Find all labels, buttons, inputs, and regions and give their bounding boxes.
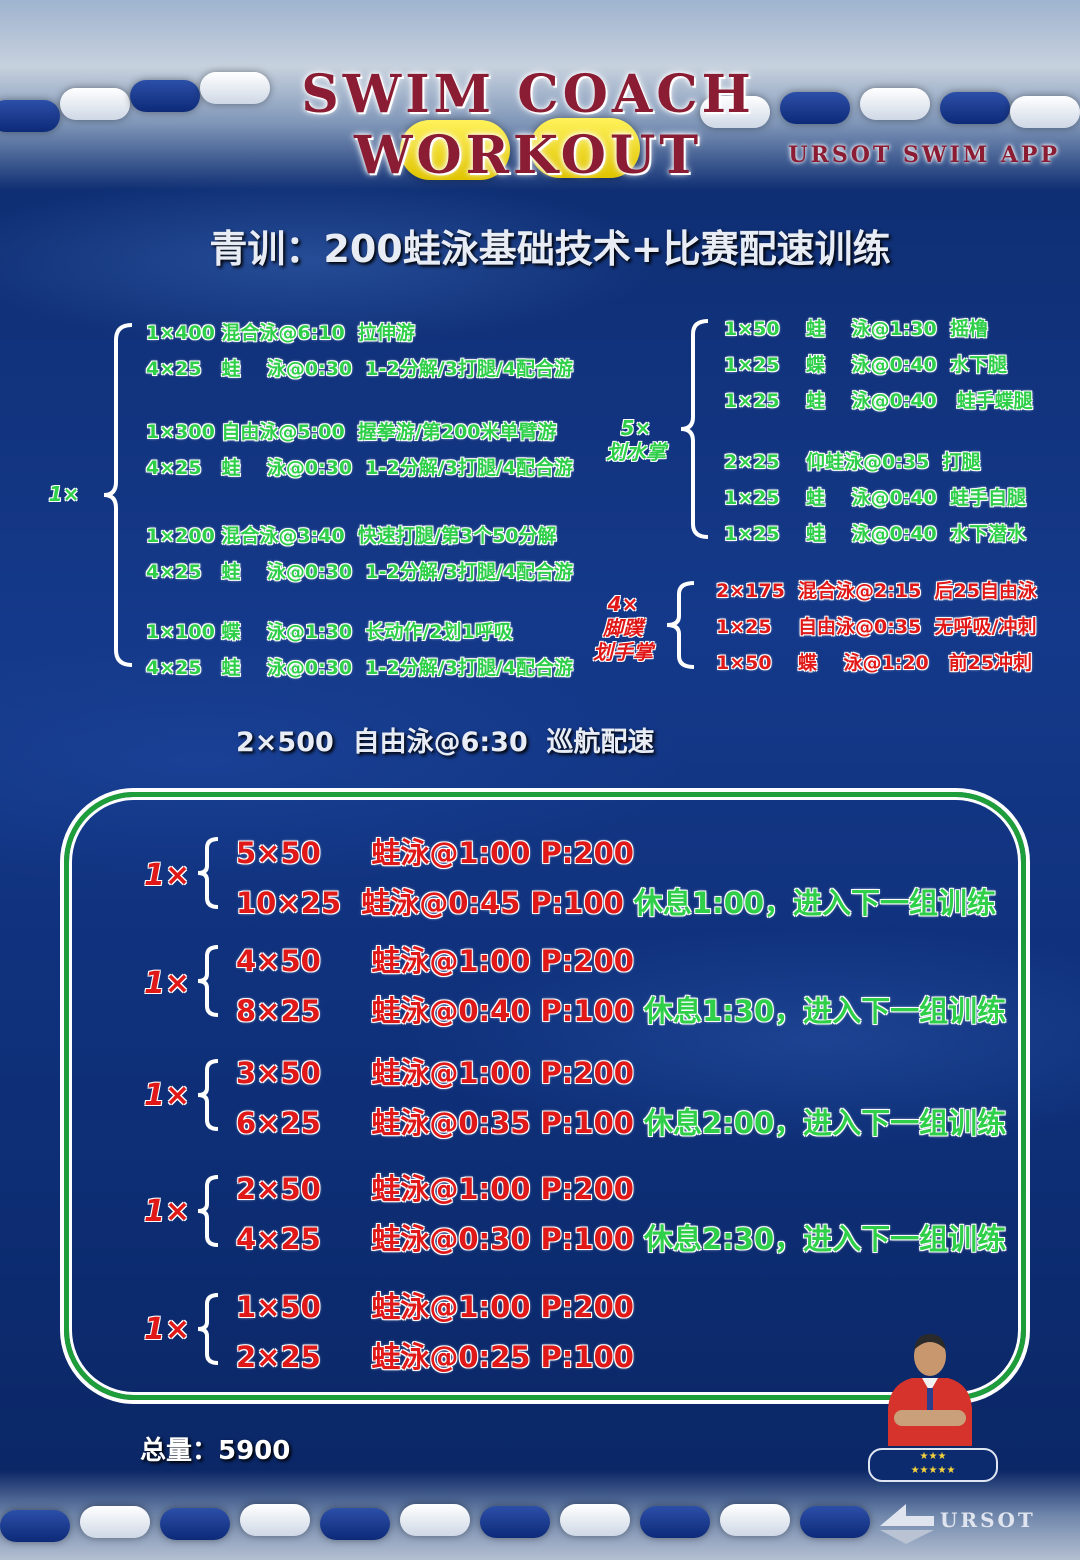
lane-rope-bottom	[0, 1470, 1080, 1560]
main-set-line: 1×50 蛙泳@1:00 P:200	[236, 1290, 634, 1324]
rest-note: 休息2:30，进入下一组训练	[644, 1222, 1007, 1256]
warmup-line: 4×25 蛙 泳@0:30 1-2分解/3打腿/4配合游	[146, 561, 574, 583]
group-multiplier: 1×	[144, 858, 191, 893]
drill-line: 1×25 蛙 泳@0:40 水下潜水	[724, 523, 1026, 545]
rating-badge: ★★★ ★★★★★	[868, 1448, 998, 1482]
main-set-line: 4×25 蛙泳@0:30 P:100 休息2:30，进入下一组训练	[236, 1216, 1006, 1258]
main-set-line: 5×50 蛙泳@1:00 P:200	[236, 836, 634, 870]
group-brace-icon	[197, 1175, 219, 1247]
group-multiplier: 1×	[144, 1078, 191, 1113]
warmup-line: 1×300 自由泳@5:00 握拳游/第200米单臂游	[146, 421, 557, 443]
main-set-line: 3×50 蛙泳@1:00 P:200	[236, 1056, 634, 1090]
main-set-repeat: 6×25 蛙泳@0:35 P:100	[236, 1106, 645, 1140]
rest-note: 休息1:00，进入下一组训练	[633, 886, 997, 920]
group-brace-icon	[197, 945, 219, 1017]
drill-line: 1×25 蛙 泳@0:40 蛙手蝶腿	[724, 390, 1033, 412]
drill-line: 1×25 蛙 泳@0:40 蛙手自腿	[724, 487, 1026, 509]
app-subtitle: URSOT SWIM APP	[788, 142, 1060, 168]
fins-line: 2×175 混合泳@2:15 后25自由泳	[716, 580, 1037, 602]
main-set-repeat: 10×25 蛙泳@0:45 P:100	[236, 886, 634, 920]
left-brace-icon	[103, 323, 133, 667]
total-distance: 总量：5900	[140, 1436, 291, 1466]
group-multiplier: 1×	[144, 966, 191, 1001]
rating-stars-bottom: ★★★★★	[910, 1465, 956, 1476]
app-title: SWIM COACH WORKOUT	[301, 64, 755, 186]
drill-equipment: 划水掌	[606, 440, 666, 464]
warmup-line: 4×25 蛙 泳@0:30 1-2分解/3打腿/4配合游	[146, 657, 574, 679]
warmup-line: 4×25 蛙 泳@0:30 1-2分解/3打腿/4配合游	[146, 358, 574, 380]
fins-equipment-1: 脚蹼	[603, 616, 643, 640]
fins-multiplier-value: 4×	[607, 592, 639, 616]
fins-multiplier: 4× 脚蹼 划手掌	[586, 592, 660, 664]
main-set-line: 10×25 蛙泳@0:45 P:100 休息1:00，进入下一组训练	[236, 880, 996, 922]
group-brace-icon	[197, 1293, 219, 1365]
coach-avatar	[888, 1334, 972, 1446]
cruise-set: 2×500 自由泳@6:30 巡航配速	[236, 727, 655, 758]
drill-line: 2×25 仰蛙泳@0:35 打腿	[724, 451, 981, 473]
drill-multiplier: 5× 划水掌	[596, 416, 676, 464]
warmup-line: 1×200 混合泳@3:40 快速打腿/第3个50分解	[146, 525, 557, 547]
warmup-line: 1×100 蝶 泳@1:30 长动作/2划1呼吸	[146, 621, 513, 643]
main-set-box	[64, 792, 1026, 1400]
fins-line: 1×25 自由泳@0:35 无呼吸/冲刺	[716, 616, 1037, 638]
drill-line: 1×50 蛙 泳@1:30 摇橹	[724, 318, 988, 340]
rating-stars-top: ★★★	[919, 1451, 947, 1462]
main-set-repeat: 4×25 蛙泳@0:30 P:100	[236, 1222, 645, 1256]
ursot-logo-icon	[880, 1504, 934, 1544]
workout-heading: 青训：200蛙泳基础技术+比赛配速训练	[209, 227, 891, 271]
main-set-line: 2×25 蛙泳@0:25 P:100	[236, 1340, 634, 1374]
right-brace-icon	[680, 319, 709, 539]
warmup-line: 1×400 混合泳@6:10 拉伸游	[146, 322, 415, 344]
lane-rope-top	[0, 0, 1080, 190]
group-multiplier: 1×	[144, 1312, 191, 1347]
group-multiplier: 1×	[144, 1194, 191, 1229]
main-set-line: 2×50 蛙泳@1:00 P:200	[236, 1172, 634, 1206]
fins-brace-icon	[666, 581, 695, 669]
main-set-line: 4×50 蛙泳@1:00 P:200	[236, 944, 634, 978]
rest-note: 休息2:00，进入下一组训练	[644, 1106, 1007, 1140]
group-brace-icon	[197, 837, 219, 909]
warmup-multiplier: 1×	[48, 482, 80, 506]
main-set-line: 8×25 蛙泳@0:40 P:100 休息1:30，进入下一组训练	[236, 988, 1006, 1030]
drill-line: 1×25 蝶 泳@0:40 水下腿	[724, 354, 1007, 376]
main-set-line: 6×25 蛙泳@0:35 P:100 休息2:00，进入下一组训练	[236, 1100, 1006, 1142]
rest-note: 休息1:30，进入下一组训练	[644, 994, 1007, 1028]
group-brace-icon	[197, 1059, 219, 1131]
main-set-repeat: 8×25 蛙泳@0:40 P:100	[236, 994, 645, 1028]
brand-logo-text: URSOT	[940, 1508, 1036, 1532]
drill-multiplier-value: 5×	[620, 416, 652, 440]
fins-equipment-2: 划手掌	[593, 640, 653, 664]
warmup-line: 4×25 蛙 泳@0:30 1-2分解/3打腿/4配合游	[146, 457, 574, 479]
fins-line: 1×50 蝶 泳@1:20 前25冲刺	[716, 652, 1033, 674]
